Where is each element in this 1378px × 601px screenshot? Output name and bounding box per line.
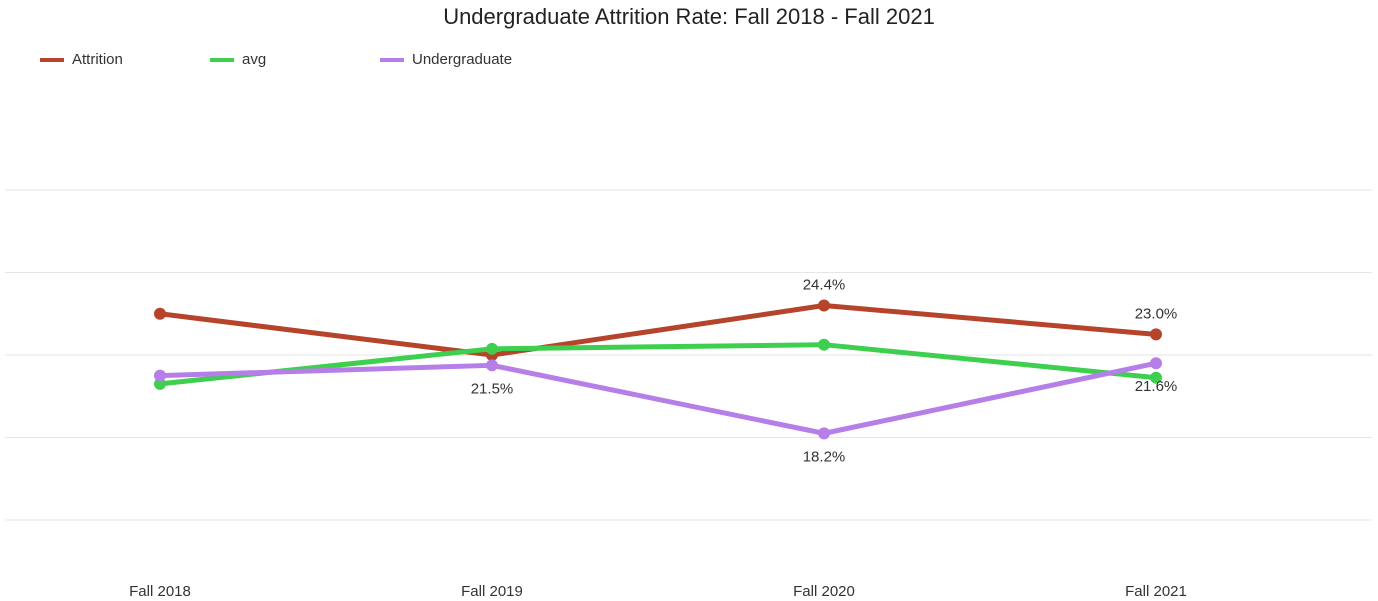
data-point	[1150, 357, 1162, 370]
legend-label: Attrition	[72, 51, 123, 68]
data-point	[486, 359, 498, 372]
x-tick-label: Fall 2019	[461, 583, 523, 600]
data-point	[486, 342, 498, 355]
data-label: 24.4%	[803, 276, 846, 293]
data-point	[818, 338, 830, 351]
x-tick-label: Fall 2020	[793, 583, 855, 600]
data-point	[1150, 371, 1162, 384]
data-label: 23.0%	[1135, 305, 1178, 322]
data-point	[1150, 328, 1162, 341]
data-point	[154, 377, 166, 390]
data-point	[818, 427, 830, 440]
data-point	[818, 299, 830, 312]
x-tick-label: Fall 2021	[1125, 583, 1187, 600]
data-point	[154, 307, 166, 320]
series-line	[159, 303, 1157, 358]
chart-title: Undergraduate Attrition Rate: Fall 2018 …	[443, 4, 935, 29]
series-line	[159, 360, 1157, 436]
x-tick-label: Fall 2018	[129, 583, 191, 600]
data-point	[154, 369, 166, 382]
data-label: 21.5%	[471, 380, 514, 397]
data-label: 21.6%	[1135, 378, 1178, 395]
legend-label: avg	[242, 51, 266, 68]
series-line	[159, 342, 1157, 387]
data-label: 18.2%	[803, 448, 846, 465]
legend-label: Undergraduate	[412, 51, 512, 68]
